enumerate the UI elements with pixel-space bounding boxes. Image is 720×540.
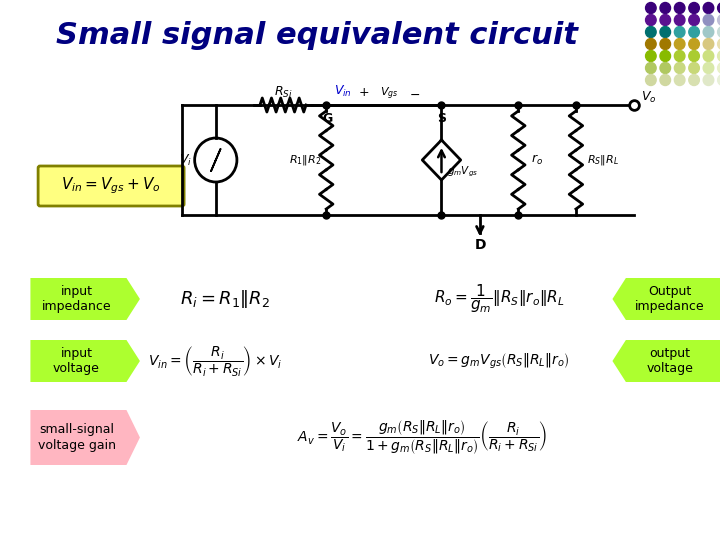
- Text: input
impedance: input impedance: [42, 285, 112, 313]
- Circle shape: [703, 26, 714, 37]
- Circle shape: [660, 75, 670, 85]
- Text: $\mathbf{S}$: $\mathbf{S}$: [438, 111, 447, 125]
- Circle shape: [660, 63, 670, 73]
- Circle shape: [660, 3, 670, 14]
- Text: $V_{in} = V_{gs} + V_o$: $V_{in} = V_{gs} + V_o$: [61, 176, 161, 197]
- Circle shape: [675, 3, 685, 14]
- Circle shape: [703, 38, 714, 50]
- Polygon shape: [613, 278, 720, 320]
- Circle shape: [689, 75, 699, 85]
- Text: output
voltage: output voltage: [647, 347, 693, 375]
- Circle shape: [646, 15, 656, 25]
- Circle shape: [675, 63, 685, 73]
- Circle shape: [703, 3, 714, 14]
- Text: $R_S{\|}R_L$: $R_S{\|}R_L$: [587, 153, 619, 167]
- Circle shape: [689, 38, 699, 50]
- Circle shape: [718, 15, 720, 25]
- Text: $r_o$: $r_o$: [531, 153, 544, 167]
- Circle shape: [718, 26, 720, 37]
- Text: $R_o = \dfrac{1}{g_m} \| R_S \| r_o \| R_L$: $R_o = \dfrac{1}{g_m} \| R_S \| r_o \| R…: [434, 282, 564, 315]
- Text: $V_{gs}$: $V_{gs}$: [380, 86, 399, 102]
- Polygon shape: [30, 410, 140, 465]
- Text: input
voltage: input voltage: [53, 347, 100, 375]
- Text: $-$: $-$: [409, 87, 420, 100]
- Text: small-signal
voltage gain: small-signal voltage gain: [37, 423, 115, 451]
- Circle shape: [660, 38, 670, 50]
- Circle shape: [660, 15, 670, 25]
- Circle shape: [675, 26, 685, 37]
- Circle shape: [675, 51, 685, 62]
- Text: $V_i$: $V_i$: [179, 152, 192, 167]
- Circle shape: [718, 38, 720, 50]
- Circle shape: [703, 15, 714, 25]
- Circle shape: [675, 75, 685, 85]
- Circle shape: [689, 63, 699, 73]
- Text: Small signal equivalent circuit: Small signal equivalent circuit: [55, 21, 577, 50]
- Text: $A_v = \dfrac{V_o}{V_i} = \dfrac{g_m \left(R_S \| R_L \| r_o\right)}{1 + g_m \le: $A_v = \dfrac{V_o}{V_i} = \dfrac{g_m \le…: [297, 418, 547, 457]
- Circle shape: [718, 3, 720, 14]
- Circle shape: [718, 63, 720, 73]
- Text: $R_i = R_1 \| R_2$: $R_i = R_1 \| R_2$: [181, 288, 270, 310]
- Circle shape: [689, 51, 699, 62]
- Text: $V_o = g_m V_{gs} \left(R_S \| R_L \| r_o\right)$: $V_o = g_m V_{gs} \left(R_S \| R_L \| r_…: [428, 352, 570, 370]
- Circle shape: [718, 51, 720, 62]
- Circle shape: [703, 63, 714, 73]
- Polygon shape: [613, 340, 720, 382]
- Text: $V_{in}$: $V_{in}$: [333, 84, 351, 98]
- Circle shape: [660, 51, 670, 62]
- Circle shape: [689, 15, 699, 25]
- Text: Output
impedance: Output impedance: [635, 285, 705, 313]
- Text: $R_{Si}$: $R_{Si}$: [274, 84, 292, 99]
- Text: $\mathbf{D}$: $\mathbf{D}$: [474, 238, 486, 252]
- Text: $V_{in} = \left(\dfrac{R_i}{R_i + R_{Si}}\right) \times V_i$: $V_{in} = \left(\dfrac{R_i}{R_i + R_{Si}…: [148, 344, 283, 378]
- Circle shape: [660, 26, 670, 37]
- Polygon shape: [30, 278, 140, 320]
- Circle shape: [718, 75, 720, 85]
- Circle shape: [675, 15, 685, 25]
- Circle shape: [646, 38, 656, 50]
- Circle shape: [675, 38, 685, 50]
- Circle shape: [646, 75, 656, 85]
- Text: $g_m V_{gs}$: $g_m V_{gs}$: [447, 165, 478, 179]
- Circle shape: [646, 26, 656, 37]
- Text: $+$: $+$: [358, 86, 369, 99]
- Circle shape: [689, 26, 699, 37]
- Circle shape: [646, 63, 656, 73]
- Text: $\mathbf{G}$: $\mathbf{G}$: [322, 111, 333, 125]
- Circle shape: [703, 75, 714, 85]
- FancyBboxPatch shape: [38, 166, 184, 206]
- Circle shape: [646, 3, 656, 14]
- Polygon shape: [30, 340, 140, 382]
- Circle shape: [689, 3, 699, 14]
- Text: $R_1{\|}R_2$: $R_1{\|}R_2$: [289, 153, 321, 167]
- Text: $V_o$: $V_o$: [642, 90, 657, 105]
- Circle shape: [703, 51, 714, 62]
- Circle shape: [646, 51, 656, 62]
